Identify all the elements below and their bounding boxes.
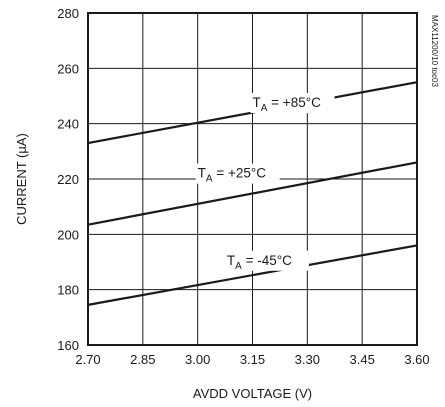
y-axis-label: CURRENT (µA) <box>14 133 29 225</box>
y-tick-label: 200 <box>57 227 79 242</box>
x-axis-label: AVDD VOLTAGE (V) <box>193 386 312 401</box>
y-tick-label: 240 <box>57 117 79 132</box>
y-tick-label: 260 <box>57 61 79 76</box>
series-labels: TA = +85°C TA = +25°C TA = -45°C <box>195 93 335 272</box>
x-tick-label: 3.00 <box>185 352 210 367</box>
x-tick-label: 3.45 <box>350 352 375 367</box>
series-label: TA = +25°C <box>198 166 267 185</box>
y-tick-labels: 160 180 200 220 240 260 280 <box>57 6 79 353</box>
series-label: TA = +85°C <box>253 95 322 114</box>
x-tick-label: 3.15 <box>240 352 265 367</box>
x-tick-label: 2.85 <box>130 352 155 367</box>
series-label-bg <box>250 93 335 114</box>
series-label: TA = -45°C <box>227 253 292 272</box>
series-line <box>87 244 418 306</box>
series-label-bg <box>224 250 309 271</box>
y-tick-label: 280 <box>57 6 79 21</box>
y-tick-label: 180 <box>57 283 79 298</box>
y-tick-label: 220 <box>57 172 79 187</box>
figure-code: MAX11200/10 toc03 <box>430 15 439 87</box>
x-tick-label: 3.30 <box>295 352 320 367</box>
grid <box>88 13 417 345</box>
x-tick-labels: 2.70 2.85 3.00 3.15 3.30 3.45 3.60 <box>75 352 429 367</box>
series-label-bg <box>195 163 280 184</box>
series-line <box>87 161 418 226</box>
x-tick-label: 3.60 <box>404 352 429 367</box>
y-tick-label: 160 <box>57 338 79 353</box>
plot-frame <box>87 12 418 346</box>
x-tick-label: 2.70 <box>75 352 100 367</box>
